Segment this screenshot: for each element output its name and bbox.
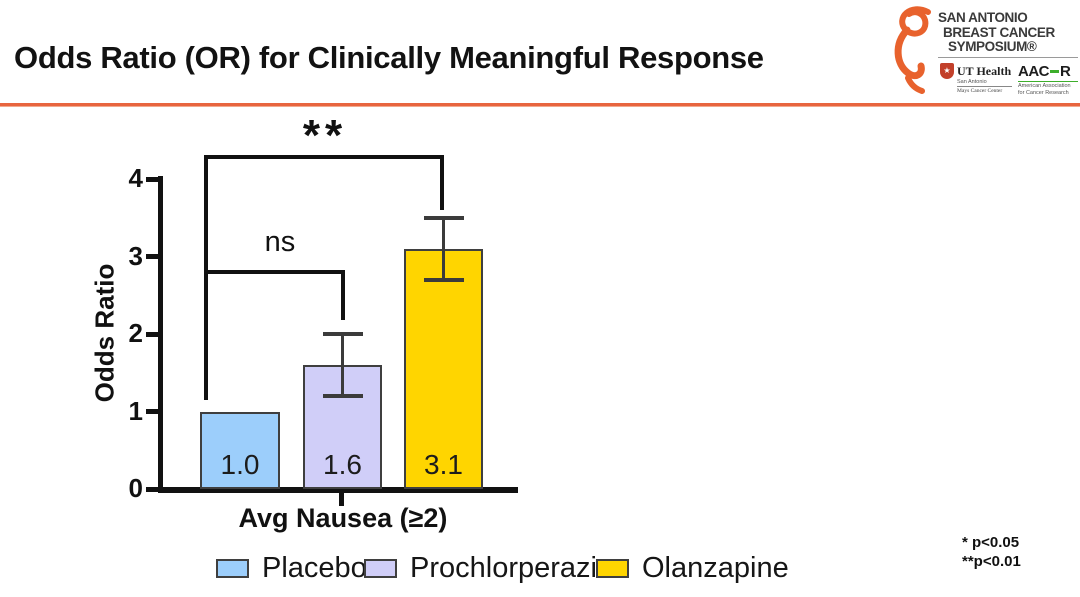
legend-swatch-prochlorperazine [364, 558, 397, 578]
aacr-sub: American Association for Cancer Research [1018, 81, 1078, 96]
aacr-name-left: AAC [1018, 63, 1050, 80]
x-axis-title: Avg Nausea (≥2) [238, 503, 448, 533]
ut-health-shield-icon: ★ [940, 63, 954, 79]
y-tick-label: 4 [128, 163, 143, 193]
logo-divider [938, 57, 1078, 58]
y-axis-line [158, 176, 163, 493]
error-bar-cap [322, 332, 363, 336]
legend-item-prochlorperazine: Prochlorperazine [364, 552, 629, 584]
aacr-green-dash [1050, 70, 1059, 73]
bracket-star-horizontal [204, 155, 444, 159]
ut-health-name: UT Health [957, 63, 1012, 78]
legend-label: Placebo [262, 551, 367, 584]
pvalue-line: **p<0.01 [962, 553, 1021, 570]
legend-item-placebo: Placebo [216, 552, 367, 584]
ut-health-sub: San Antonio [957, 79, 987, 85]
symposium-line: BREAST CANCER [943, 24, 1055, 40]
significance-label-star: ** [302, 111, 348, 160]
y-tick [146, 486, 158, 492]
y-tick-label: 3 [128, 240, 143, 271]
significance-label-ns: ns [264, 226, 296, 258]
y-tick [146, 409, 158, 414]
error-bar-cap [423, 277, 464, 282]
legend-label: Prochlorperazine [410, 551, 630, 584]
sabcs-logo: SAN ANTONIO BREAST CANCER SYMPOSIUM® ★ U… [884, 4, 1080, 99]
x-axis-line [158, 487, 518, 493]
symposium-line: SAN ANTONIO [938, 10, 1028, 25]
bar-value-label: 1.0 [220, 449, 260, 480]
y-tick-label: 0 [128, 473, 143, 503]
legend-label: Olanzapine [642, 551, 789, 584]
ut-health-sub: Mays Cancer Center [957, 86, 1012, 95]
accent-divider [0, 103, 1080, 106]
bar-olanzapine [404, 248, 483, 489]
legend-swatch-olanzapine [596, 558, 629, 578]
error-bar-line [442, 217, 445, 280]
symposium-wordmark: SAN ANTONIO BREAST CANCER SYMPOSIUM® [938, 10, 1055, 55]
y-tick [146, 331, 158, 337]
bracket-star-right-vertical [440, 155, 444, 210]
aacr-logo: AAC R American Association for Cancer Re… [1018, 64, 1078, 96]
y-tick-label: 1 [128, 395, 143, 426]
error-bar-cap [322, 394, 363, 398]
slide-title: Odds Ratio (OR) for Clinically Meaningfu… [14, 40, 764, 75]
bar-value-label: 3.1 [424, 449, 463, 480]
bar-value-label: 1.6 [323, 449, 362, 480]
bar-placebo [200, 411, 280, 489]
symposium-line: SYMPOSIUM® [948, 39, 1037, 54]
legend-item-olanzapine: Olanzapine [596, 552, 789, 584]
bracket-ns-right-vertical [341, 270, 345, 320]
y-tick-label: 2 [128, 318, 143, 348]
pvalue-line: * p<0.05 [962, 534, 1020, 551]
y-tick [146, 254, 158, 259]
x-axis-tick [339, 493, 344, 506]
legend-swatch-placebo [216, 558, 249, 578]
aacr-name-right: R [1060, 63, 1071, 80]
y-tick [146, 176, 158, 182]
bracket-ns-horizontal [204, 270, 345, 274]
bracket-left-vertical [204, 155, 208, 400]
breast-cancer-ribbon-icon [894, 6, 931, 94]
error-bar-line [341, 334, 344, 396]
ut-health-logo: ★ UT Health San Antonio Mays Cancer Cent… [940, 63, 1012, 95]
error-bar-cap [423, 215, 464, 220]
pvalue-footnote: * p<0.05 **p<0.01 [962, 533, 1021, 571]
